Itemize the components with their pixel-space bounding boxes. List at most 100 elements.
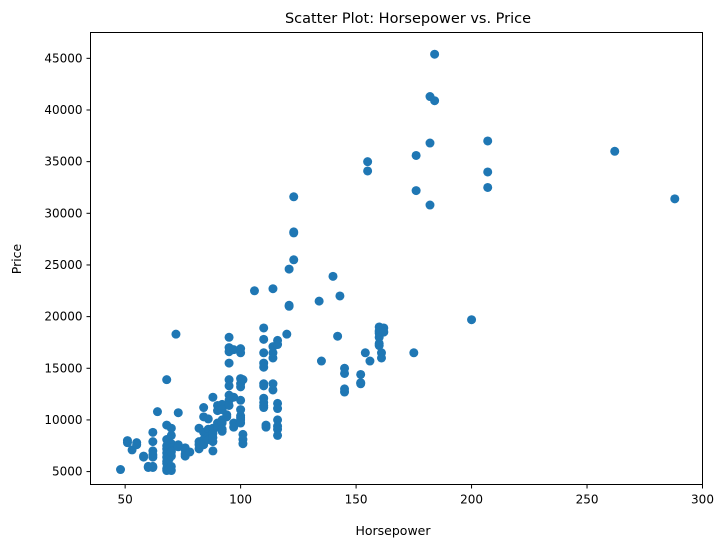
y-tick-label: 40000 (44, 103, 82, 117)
scatter-point (171, 329, 181, 339)
y-tick-label: 5000 (52, 465, 83, 479)
y-tick-label: 15000 (44, 361, 82, 375)
scatter-point (268, 353, 278, 363)
scatter-point (467, 315, 477, 325)
scatter-point (483, 182, 493, 192)
scatter-point (224, 358, 234, 368)
scatter-point (340, 387, 350, 397)
x-tick-label: 300 (691, 493, 714, 507)
scatter-point (238, 439, 248, 449)
x-tick-label: 100 (229, 493, 252, 507)
scatter-point (483, 167, 493, 177)
scatter-point (203, 414, 213, 424)
scatter-point (217, 418, 227, 428)
scatter-point (670, 194, 680, 204)
scatter-point (224, 381, 234, 391)
scatter-point (259, 403, 269, 413)
scatter-point (425, 200, 435, 210)
scatter-point (430, 49, 440, 59)
scatter-point (166, 466, 176, 476)
scatter-point (166, 423, 176, 433)
scatter-point (222, 412, 232, 422)
scatter-point (148, 461, 158, 471)
scatter-point (273, 340, 283, 350)
y-tick-label: 45000 (44, 51, 82, 65)
scatter-point (224, 375, 234, 385)
scatter-point (162, 375, 172, 385)
scatter-point (139, 452, 149, 462)
scatter-point (411, 150, 421, 160)
scatter-point (430, 96, 440, 106)
scatter-point (268, 284, 278, 294)
scatter-point (273, 430, 283, 440)
chart-title: Scatter Plot: Horsepower vs. Price (285, 11, 531, 27)
scatter-point (208, 432, 218, 442)
plot-frame (90, 32, 703, 485)
scatter-point (224, 332, 234, 342)
scatter-point (314, 296, 324, 306)
scatter-point (316, 356, 326, 366)
scatter-point (208, 392, 218, 402)
scatter-point (148, 452, 158, 462)
scatter-point (374, 341, 384, 351)
scatter-point (289, 192, 299, 202)
scatter-point (259, 362, 269, 372)
scatter-point (217, 426, 227, 436)
scatter-point (122, 436, 132, 446)
y-axis: 5000 10000 15000 20000 25000 30000 35000 40000 4… (44, 51, 91, 479)
scatter-point (610, 146, 620, 156)
scatter-point (261, 422, 271, 432)
scatter-point (333, 331, 343, 341)
scatter-point (376, 353, 386, 363)
y-tick-label: 20000 (44, 310, 82, 324)
x-tick-label: 250 (576, 493, 599, 507)
scatter-point (116, 465, 126, 475)
scatter-point (379, 327, 389, 337)
scatter-point (411, 186, 421, 196)
scatter-point (199, 403, 209, 413)
scatter-point (273, 404, 283, 414)
scatter-point (132, 440, 142, 450)
y-axis-label: Price (9, 243, 24, 274)
scatter-point (173, 408, 183, 418)
scatter-point (259, 334, 269, 344)
scatter-point (273, 415, 283, 425)
y-tick-label: 10000 (44, 413, 82, 427)
x-tick-label: 50 (118, 493, 133, 507)
scatter-point (236, 418, 246, 428)
scatter-point (236, 382, 246, 392)
scatter-point (363, 166, 373, 176)
scatter-point (166, 447, 176, 457)
y-tick-label: 25000 (44, 258, 82, 272)
scatter-point (282, 329, 292, 339)
scatter-point (289, 228, 299, 238)
x-axis-label: Horsepower (355, 523, 431, 538)
scatter-point (425, 138, 435, 148)
scatter-point (229, 422, 239, 432)
x-axis: 50 100 150 200 250 300 (118, 484, 714, 507)
scatter-point (409, 348, 419, 358)
scatter-point (483, 136, 493, 146)
scatter-point (152, 407, 162, 417)
scatter-point (289, 255, 299, 265)
scatter-point (273, 424, 283, 434)
x-tick-label: 200 (460, 493, 483, 507)
y-tick-label: 30000 (44, 206, 82, 220)
scatter-point (224, 400, 234, 410)
scatter-point (328, 271, 338, 281)
scatter-point (236, 395, 246, 405)
scatter-point (335, 291, 345, 301)
scatter-point (238, 375, 248, 385)
x-tick-label: 150 (345, 493, 368, 507)
scatter-point (268, 379, 278, 389)
scatter-point (259, 348, 269, 358)
scatter-point (365, 356, 375, 366)
scatter-point (148, 437, 158, 447)
scatter-point (236, 348, 246, 358)
scatter-point (340, 368, 350, 378)
scatter-point (356, 379, 366, 389)
scatter-point (268, 385, 278, 395)
y-tick-label: 35000 (44, 155, 82, 169)
points-layer (116, 49, 680, 476)
scatter-point (173, 442, 183, 452)
